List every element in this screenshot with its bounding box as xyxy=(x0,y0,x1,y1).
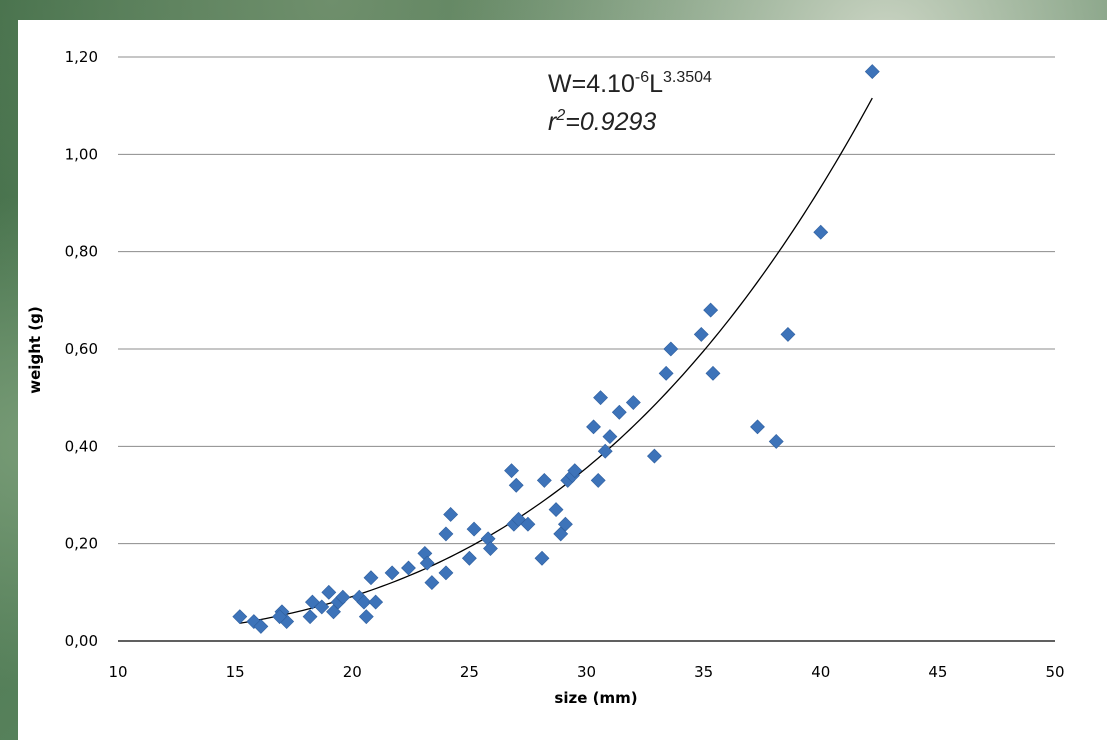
data-point xyxy=(483,541,498,556)
data-point xyxy=(466,521,482,537)
data-point xyxy=(611,404,627,420)
data-point xyxy=(750,419,765,435)
data-point xyxy=(253,618,269,634)
y-tick-label: 1,00 xyxy=(65,145,98,163)
trendline-group xyxy=(239,97,873,624)
data-point xyxy=(693,326,709,342)
x-axis-title: size (mm) xyxy=(554,689,637,707)
data-point xyxy=(443,507,459,522)
data-point xyxy=(703,302,719,318)
r-squared-value: =0.9293 xyxy=(565,108,656,136)
y-tick-labels: 0,00 0,20 0,40 0,60 0,80 1,00 1,20 xyxy=(65,48,98,650)
data-point xyxy=(461,550,477,566)
data-point xyxy=(705,365,721,381)
data-point xyxy=(272,609,288,625)
data-point xyxy=(335,589,351,605)
y-tick-label: 1,20 xyxy=(65,48,98,66)
data-point xyxy=(625,395,641,410)
data-point xyxy=(536,472,552,488)
chart-panel: 0,00 0,20 0,40 0,60 0,80 1,00 1,20 10 15 20 25 30 3… xyxy=(18,20,1107,740)
x-tick-label: 20 xyxy=(343,663,362,681)
data-point xyxy=(419,555,435,571)
data-point xyxy=(424,575,440,591)
data-point xyxy=(590,472,606,488)
data-point xyxy=(647,448,662,464)
equation-variable: L xyxy=(649,70,663,98)
data-point xyxy=(358,609,374,625)
equation-exponent-2: 3.3504 xyxy=(663,69,712,86)
x-tick-label: 45 xyxy=(928,663,947,681)
r-squared-annotation: r2=0.9293 xyxy=(548,107,656,136)
data-point xyxy=(658,365,674,381)
data-point xyxy=(302,609,318,625)
data-point xyxy=(356,594,372,610)
r-squared-base: r xyxy=(548,108,558,136)
data-point xyxy=(597,443,613,459)
data-point xyxy=(401,560,416,576)
scatter-chart: 0,00 0,20 0,40 0,60 0,80 1,00 1,20 10 15 20 25 30 3… xyxy=(26,48,1065,707)
data-point xyxy=(768,434,784,449)
x-tick-label: 35 xyxy=(694,663,713,681)
grid-lines xyxy=(118,56,1055,642)
equation-base: W=4.10 xyxy=(548,70,635,98)
data-points xyxy=(232,64,880,634)
x-tick-label: 40 xyxy=(811,663,830,681)
equation-exponent-1: -6 xyxy=(635,69,649,86)
x-tick-labels: 10 15 20 25 30 35 40 45 50 xyxy=(108,663,1064,681)
x-tick-label: 10 xyxy=(108,663,127,681)
data-point xyxy=(321,584,337,600)
data-point xyxy=(864,64,880,80)
y-tick-label: 0,20 xyxy=(65,535,98,553)
y-tick-label: 0,40 xyxy=(65,437,98,455)
data-point xyxy=(586,419,601,435)
data-point xyxy=(780,326,796,342)
data-point xyxy=(602,429,618,445)
r-squared-superscript: 2 xyxy=(555,107,565,124)
x-tick-label: 25 xyxy=(460,663,479,681)
data-point xyxy=(548,502,564,518)
data-point xyxy=(663,341,679,357)
data-point xyxy=(438,526,454,542)
data-point xyxy=(438,565,454,581)
data-point xyxy=(534,550,550,566)
data-point xyxy=(232,609,248,625)
data-point xyxy=(384,565,400,581)
power-trendline xyxy=(239,97,873,624)
x-tick-label: 30 xyxy=(577,663,596,681)
y-tick-label: 0,60 xyxy=(65,340,98,358)
data-point xyxy=(520,516,536,532)
data-point xyxy=(567,463,583,479)
x-tick-label: 50 xyxy=(1045,663,1064,681)
data-point xyxy=(557,516,573,532)
x-tick-label: 15 xyxy=(226,663,245,681)
data-point xyxy=(368,594,384,610)
y-axis-title: weight (g) xyxy=(26,306,44,393)
y-tick-label: 0,00 xyxy=(65,632,98,650)
data-point xyxy=(363,570,379,586)
data-point xyxy=(504,463,519,479)
data-point xyxy=(314,599,330,615)
y-tick-label: 0,80 xyxy=(65,243,98,261)
data-point xyxy=(813,224,829,240)
equation-annotation: W=4.10-6L3.3504 xyxy=(548,69,712,98)
data-point xyxy=(508,477,524,493)
data-point xyxy=(593,390,608,406)
